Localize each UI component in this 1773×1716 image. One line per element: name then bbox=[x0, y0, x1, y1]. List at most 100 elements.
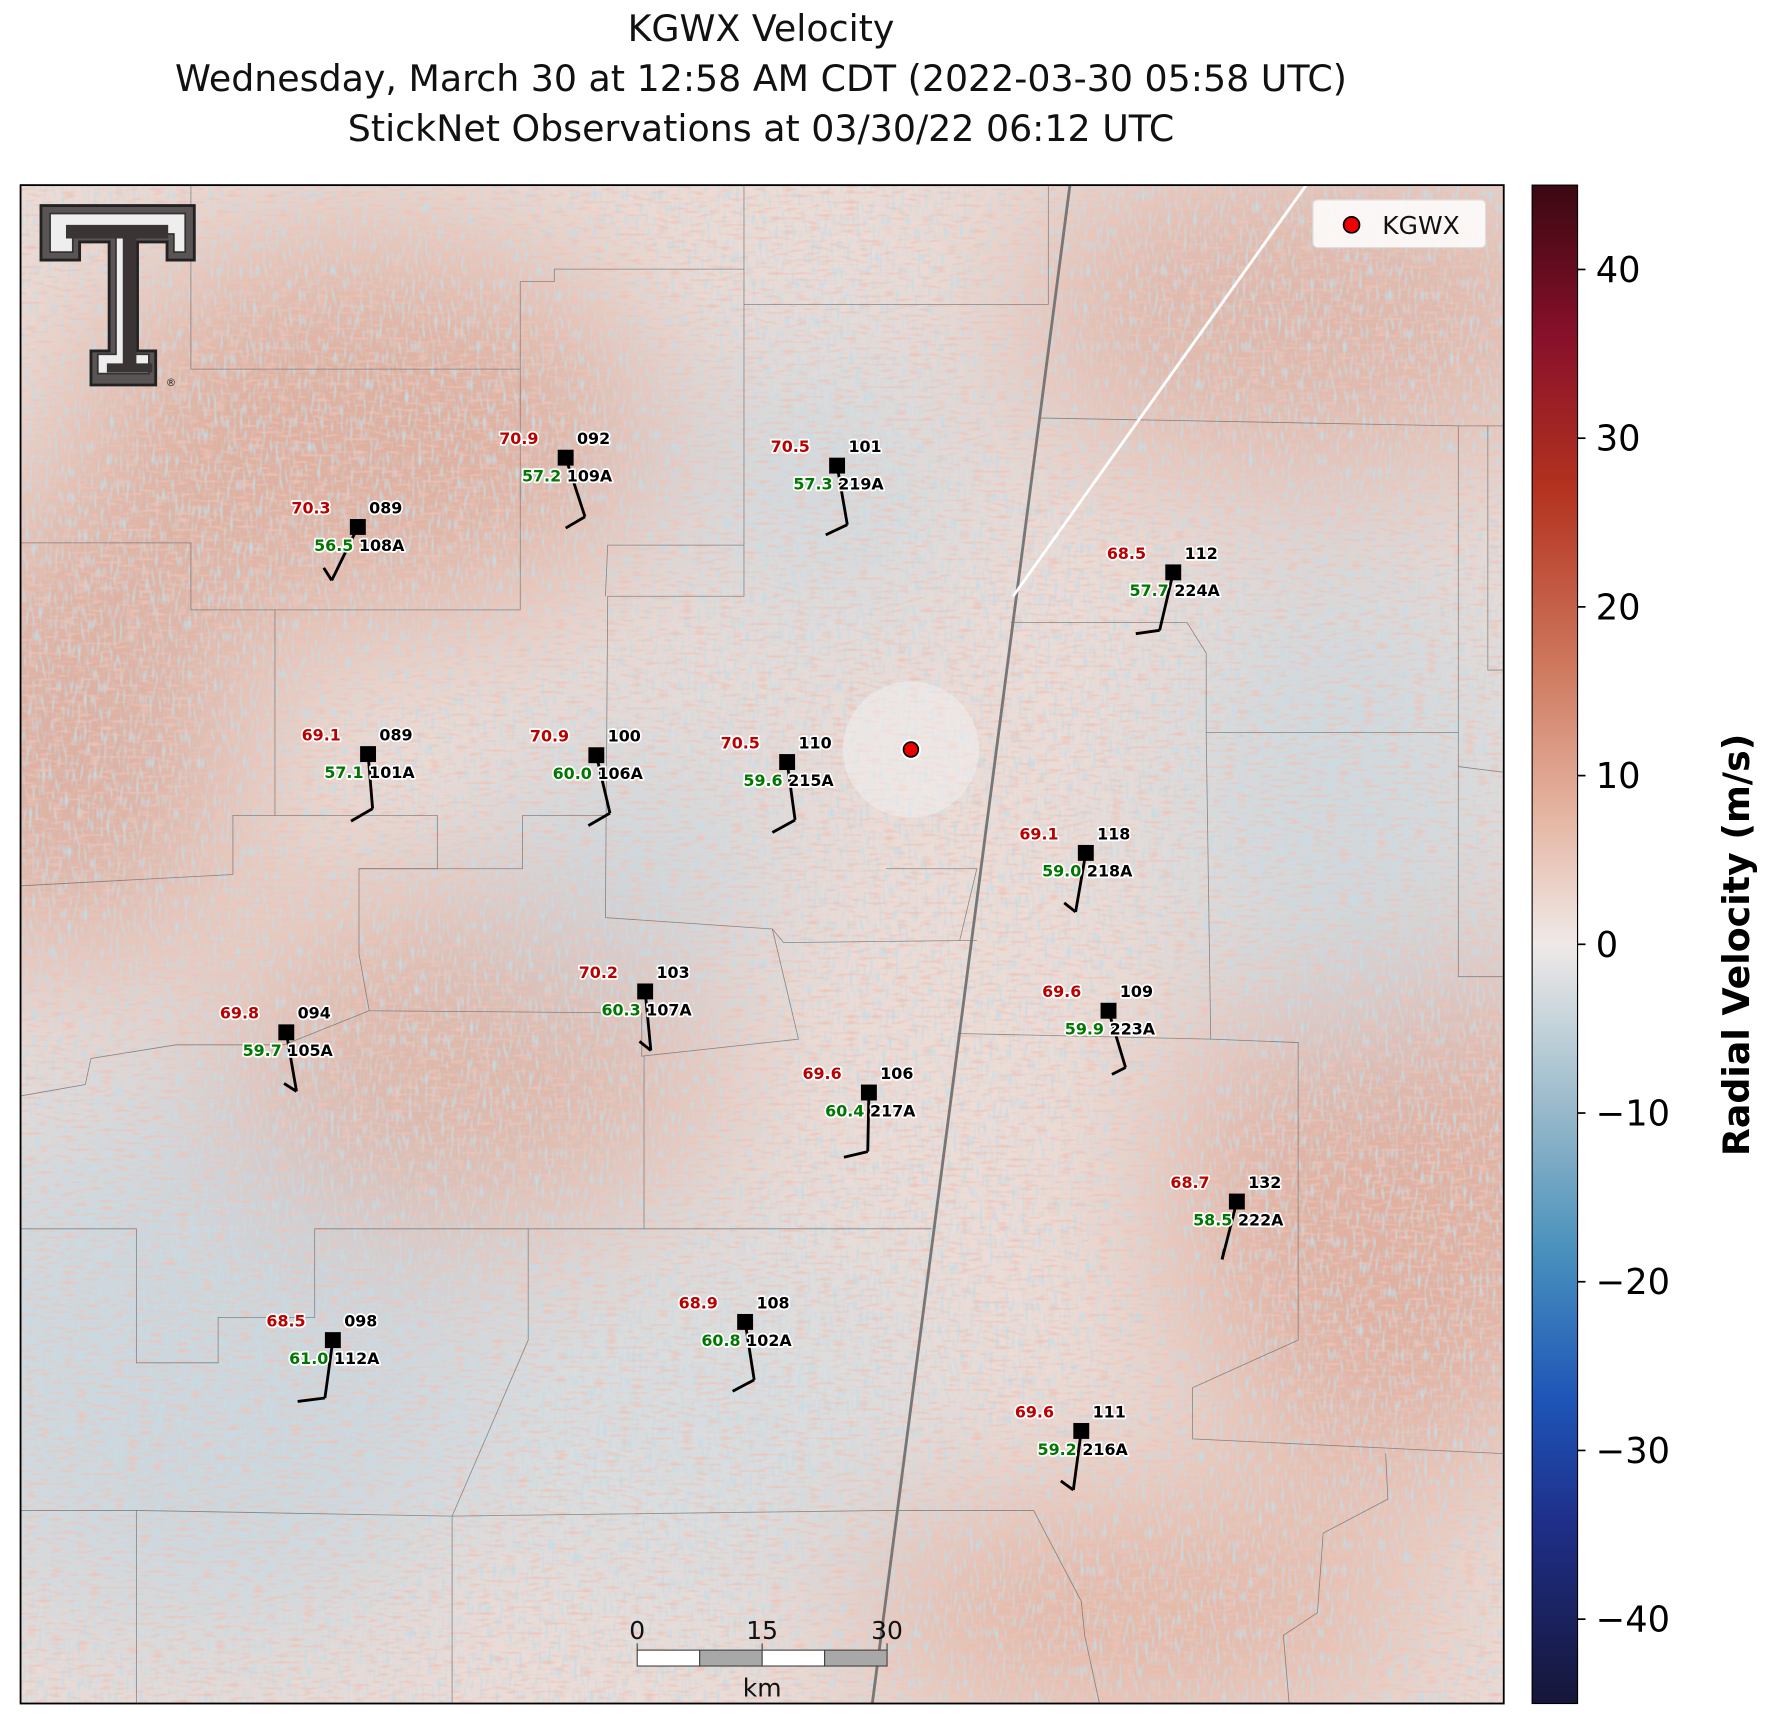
temperature: 68.5 bbox=[1107, 544, 1146, 563]
wind-barb-flag bbox=[731, 1378, 755, 1393]
colorbar-tick-label: 40 bbox=[1596, 250, 1641, 291]
station-id: 105A bbox=[287, 1041, 333, 1060]
scale-bar-label: 30 bbox=[871, 1616, 903, 1645]
station-code: 094 bbox=[298, 1004, 331, 1023]
station-plot: 70.3 089 56.5 108A bbox=[290, 497, 407, 582]
legend: KGWX bbox=[1312, 199, 1487, 249]
station-plot: 69.1 118 59.0 218A bbox=[1018, 823, 1135, 914]
colorbar-ticks: −40 −30 −20 −10 0 10 20 30 40 bbox=[1577, 250, 1670, 1641]
wind-barb-flag bbox=[350, 807, 374, 823]
scale-bar-segment bbox=[824, 1649, 888, 1667]
dewpoint: 60.0 bbox=[553, 764, 592, 783]
station-marker bbox=[360, 746, 377, 763]
wind-barb-shaft bbox=[835, 465, 849, 525]
station-marker bbox=[349, 519, 366, 535]
legend-label: KGWX bbox=[1382, 211, 1460, 240]
dewpoint: 57.7 bbox=[1130, 581, 1169, 600]
station-id: 112A bbox=[334, 1349, 380, 1368]
temperature: 70.2 bbox=[579, 963, 618, 982]
station-marker bbox=[1077, 844, 1094, 861]
wind-barb-flag bbox=[283, 1082, 298, 1093]
station-code: 111 bbox=[1093, 1402, 1126, 1421]
temperature: 70.3 bbox=[291, 498, 330, 517]
station-code: 089 bbox=[379, 725, 412, 744]
station-id: 109A bbox=[567, 467, 613, 486]
station-id: 222A bbox=[1238, 1210, 1284, 1229]
station-id: 223A bbox=[1110, 1020, 1156, 1039]
station-plot: 68.5 112 57.7 224A bbox=[1105, 542, 1222, 636]
station-id: 216A bbox=[1082, 1440, 1128, 1459]
map-frame bbox=[19, 184, 1505, 1705]
temperature: 68.7 bbox=[1170, 1173, 1209, 1192]
colorbar-label: Radial Velocity (m/s) bbox=[1715, 734, 1758, 1156]
dewpoint: 57.3 bbox=[793, 474, 832, 493]
texas-tech-logo bbox=[39, 204, 196, 387]
temperature: 69.1 bbox=[302, 725, 341, 744]
station-marker bbox=[1228, 1193, 1245, 1210]
wind-barb-flag bbox=[1111, 1066, 1127, 1076]
station-code: 089 bbox=[369, 498, 402, 517]
title-line: StickNet Observations at 03/30/22 06:12 … bbox=[348, 107, 1174, 150]
station-code: 110 bbox=[798, 733, 831, 752]
dewpoint: 57.1 bbox=[324, 763, 363, 782]
station-marker bbox=[324, 1332, 341, 1349]
station-code: 109 bbox=[1120, 982, 1153, 1001]
station-plot: 69.6 109 59.9 223A bbox=[1040, 980, 1158, 1076]
dewpoint: 59.7 bbox=[243, 1041, 282, 1060]
station-id: 224A bbox=[1174, 581, 1220, 600]
wind-barb-shaft bbox=[1074, 852, 1088, 913]
station-id: 108A bbox=[359, 536, 405, 555]
wind-barb-flag bbox=[771, 818, 796, 834]
wind-barb-shaft bbox=[866, 1092, 871, 1152]
temperature: 69.6 bbox=[1042, 982, 1081, 1001]
station-plot: 68.5 098 61.0 112A bbox=[265, 1310, 382, 1403]
colorbar bbox=[1531, 184, 1579, 1705]
dewpoint: 59.9 bbox=[1065, 1020, 1104, 1039]
scale-bar-segment bbox=[636, 1649, 701, 1667]
radar-speckle bbox=[20, 185, 1504, 1704]
temperature: 69.1 bbox=[1019, 824, 1058, 843]
station-plot: 69.1 089 57.1 101A bbox=[300, 724, 417, 823]
wind-barb-shaft bbox=[594, 754, 612, 814]
station-code: 118 bbox=[1097, 824, 1130, 843]
radial-line bbox=[1011, 185, 1308, 598]
dewpoint: 57.2 bbox=[522, 467, 561, 486]
dewpoint: 60.8 bbox=[701, 1331, 740, 1350]
temperature: 69.6 bbox=[802, 1064, 841, 1083]
temperature: 70.5 bbox=[771, 437, 810, 456]
temperature: 68.5 bbox=[266, 1311, 305, 1330]
wind-barb-shaft bbox=[330, 526, 360, 581]
title-line: Wednesday, March 30 at 12:58 AM CDT (202… bbox=[175, 57, 1347, 100]
station-plot: 70.9 100 60.0 106A bbox=[528, 725, 645, 827]
wind-barb-flag bbox=[638, 1040, 652, 1052]
dewpoint: 60.4 bbox=[825, 1101, 864, 1120]
station-code: 103 bbox=[657, 963, 690, 982]
legend-marker bbox=[1342, 216, 1361, 234]
station-marker bbox=[860, 1084, 877, 1101]
colorbar-tick-label: −10 bbox=[1596, 1094, 1670, 1135]
wind-barb-flag bbox=[564, 515, 586, 530]
station-marker bbox=[1165, 564, 1182, 581]
wind-barb-shaft bbox=[284, 1032, 298, 1092]
wind-barb-shaft bbox=[1107, 1010, 1127, 1068]
colorbar-tick-label: −40 bbox=[1596, 1600, 1670, 1641]
station-code: 092 bbox=[577, 429, 610, 448]
wind-barb-flag bbox=[322, 567, 333, 582]
stations: 70.3 089 56.5 108A 70.9 092 57.2 109A 70.5 101 57.… bbox=[218, 427, 1286, 1492]
wind-barb-shaft bbox=[564, 457, 587, 518]
temperature: 69.8 bbox=[220, 1004, 259, 1023]
station-marker bbox=[588, 747, 605, 764]
station-id: 102A bbox=[746, 1331, 792, 1350]
station-marker bbox=[829, 457, 846, 474]
wind-barb-shaft bbox=[1071, 1430, 1083, 1491]
dewpoint: 59.2 bbox=[1038, 1440, 1077, 1459]
dewpoint: 61.0 bbox=[289, 1349, 328, 1368]
station-marker bbox=[278, 1024, 295, 1041]
station-id: 107A bbox=[646, 1000, 692, 1019]
station-plot: 70.5 101 57.3 219A bbox=[769, 435, 886, 537]
dewpoint: 60.3 bbox=[601, 1000, 640, 1019]
highway bbox=[870, 185, 1072, 1704]
title-line: KGWX Velocity bbox=[628, 7, 895, 50]
station-marker bbox=[779, 754, 796, 770]
